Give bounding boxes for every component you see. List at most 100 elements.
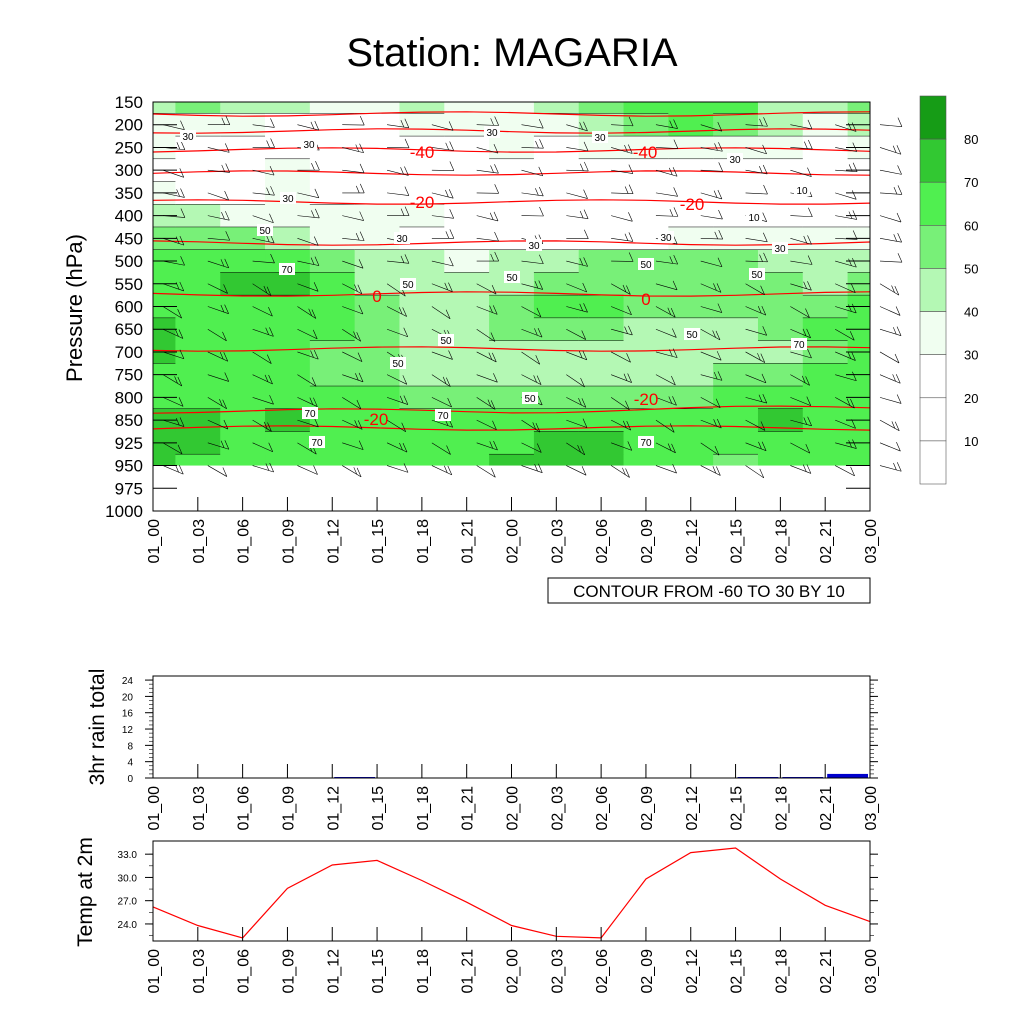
wind-barb	[162, 236, 185, 246]
wind-barb	[745, 326, 767, 336]
wind-barb	[386, 395, 409, 405]
time-tick-label: 01_06	[236, 519, 253, 564]
wind-barb	[655, 419, 675, 433]
time-tick-label: 02_12	[684, 949, 701, 994]
time-tick-label: 02_00	[505, 786, 522, 831]
wind-barb	[162, 465, 184, 475]
wind-barb	[252, 442, 273, 453]
humidity-cell	[309, 181, 356, 205]
wind-barb	[252, 327, 274, 337]
wind-barb	[476, 465, 496, 478]
legend-swatch	[919, 95, 947, 140]
time-tick-label: 02_15	[729, 519, 746, 564]
humidity-cell	[623, 181, 669, 205]
svg-text:70: 70	[304, 409, 316, 420]
humidity-cell	[489, 181, 535, 205]
time-tick-label: 02_06	[594, 786, 611, 831]
wind-barb	[790, 119, 813, 130]
wind-barb	[431, 256, 454, 267]
pressure-tick-label: 1000	[105, 502, 143, 521]
humidity-cell	[399, 386, 445, 410]
humidity-cell	[668, 181, 714, 205]
wind-barb	[297, 256, 320, 266]
temperature-contour-line	[152, 405, 871, 414]
wind-barb	[566, 257, 588, 267]
humidity-cell	[354, 317, 400, 342]
wind-barb	[387, 254, 410, 264]
humidity-contour-label: 30	[280, 192, 296, 205]
humidity-cell	[309, 340, 356, 364]
pressure-tick-label: 975	[115, 479, 143, 498]
wind-barb	[835, 303, 857, 314]
wind-barb	[342, 231, 365, 241]
humidity-cell	[533, 454, 580, 467]
wind-barb	[655, 254, 678, 265]
humidity-cell	[309, 272, 356, 296]
svg-text:30: 30	[729, 155, 741, 166]
wind-barb	[835, 397, 855, 409]
svg-text:50: 50	[751, 270, 763, 281]
humidity-cell	[354, 340, 400, 364]
humidity-cell	[623, 340, 669, 364]
humidity-cell	[309, 295, 356, 319]
rain-panel: 0 4 8 12 16 20 24 01_00 01_03 01_06 01_09 01_12 01_1…	[86, 669, 880, 831]
wind-barb	[207, 328, 227, 342]
humidity-cell	[220, 249, 266, 273]
wind-barb	[745, 419, 766, 431]
wind-barbs	[162, 115, 903, 479]
humidity-cell	[354, 181, 400, 205]
time-tick-label: 01_18	[415, 786, 432, 831]
wind-barb	[610, 351, 631, 363]
wind-barb	[745, 164, 768, 175]
wind-barb	[252, 253, 275, 264]
wind-barb	[342, 115, 365, 126]
humidity-cell	[713, 386, 759, 410]
wind-barb	[835, 210, 858, 220]
humidity-cell	[489, 295, 535, 319]
wind-barb	[790, 464, 812, 474]
humidity-cell	[757, 386, 804, 410]
humidity-cell	[444, 226, 490, 251]
wind-barb	[252, 118, 275, 128]
humidity-contour-label: 50	[504, 271, 520, 284]
svg-text:30: 30	[282, 194, 294, 205]
svg-text:70: 70	[311, 438, 323, 449]
wind-barb	[611, 212, 633, 222]
temperature-tick-label: 27.0	[118, 897, 138, 908]
humidity-cell	[668, 386, 714, 410]
temperature-axis-label: Temp at 2m	[74, 837, 97, 947]
time-tick-label: 01_09	[280, 519, 297, 564]
humidity-cell	[354, 249, 400, 273]
time-tick-label: 02_18	[773, 519, 790, 564]
humidity-cell	[354, 454, 400, 467]
humidity-cell	[354, 136, 400, 160]
wind-barb	[611, 164, 634, 174]
time-tick-label: 01_18	[415, 519, 432, 564]
wind-barb	[611, 325, 633, 336]
wind-barb	[566, 209, 589, 219]
humidity-cell	[533, 408, 580, 432]
wind-barb	[297, 306, 317, 319]
humidity-cell	[757, 272, 804, 296]
time-tick-label: 02_09	[639, 786, 656, 831]
time-tick-label: 01_12	[325, 949, 342, 994]
legend-label: 10	[964, 434, 978, 449]
svg-text:50: 50	[259, 226, 271, 237]
wind-barb	[700, 397, 721, 408]
time-tick-label: 03_00	[863, 786, 880, 831]
wind-barb	[655, 187, 678, 197]
wind-barb	[476, 211, 499, 222]
wind-barb	[342, 143, 364, 154]
wind-barb	[207, 465, 228, 477]
humidity-cell	[578, 272, 625, 296]
wind-barb	[386, 166, 409, 176]
temperature-contour-label: 0	[641, 290, 650, 309]
humidity-cell	[578, 431, 625, 455]
humidity-cell	[578, 249, 625, 273]
wind-barb	[879, 117, 903, 127]
humidity-cell	[623, 363, 669, 387]
temperature-contour-line	[152, 425, 871, 431]
time-tick-label: 02_06	[594, 949, 611, 994]
humidity-cell	[399, 363, 445, 387]
svg-text:30: 30	[774, 244, 786, 255]
